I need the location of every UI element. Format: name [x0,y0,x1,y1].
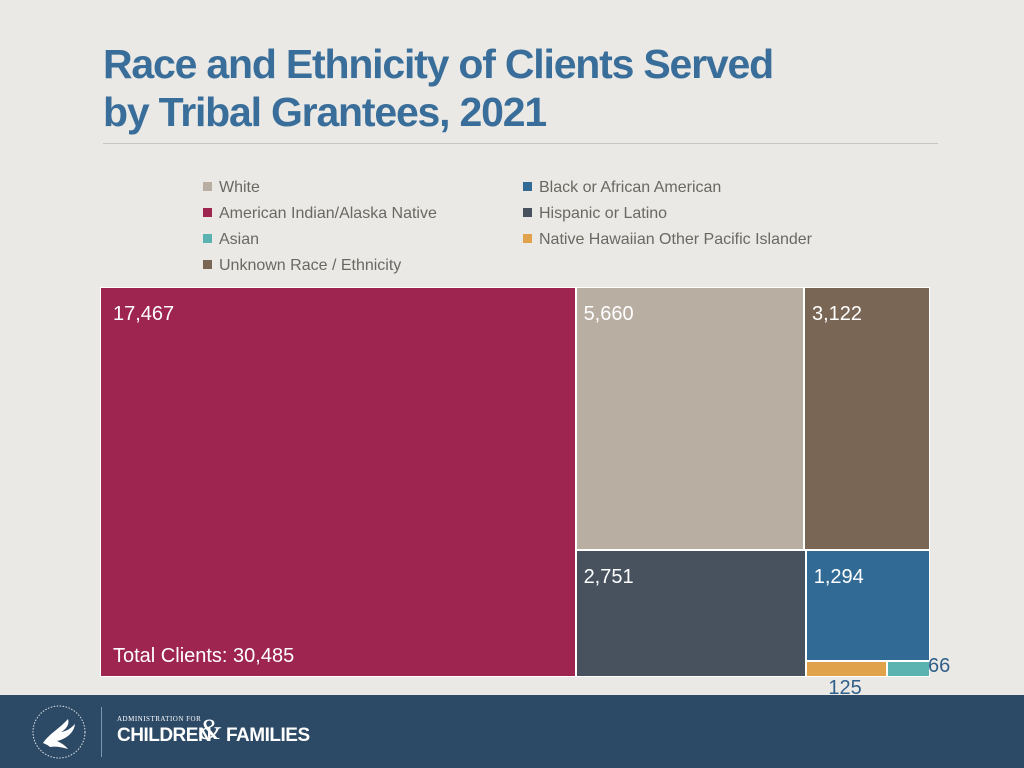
legend-item-black: Black or African American [523,178,721,198]
title-line-1: Race and Ethnicity of Clients Served [103,41,774,87]
legend-label: American Indian/Alaska Native [219,205,437,222]
treemap-value-label: 125 [828,676,862,699]
treemap-value-label: 66 [928,654,951,677]
legend-item-hispanic: Hispanic or Latino [523,204,667,224]
legend-label: Asian [219,231,260,248]
legend-item-asian: Asian [203,230,259,250]
treemap-value-label: 3,122 [811,303,863,325]
legend-swatch [203,182,212,191]
title-divider [103,143,938,144]
total-clients-label: Total Clients: 30,485 [113,645,295,667]
legend-swatch [523,234,532,243]
title-line-2: by Tribal Grantees, 2021 [103,89,547,135]
legend-label: White [219,179,260,196]
legend-swatch [203,208,212,217]
treemap-cell-hispanic-or-latino [575,550,806,677]
treemap-value-label: 5,660 [583,303,634,325]
legend-label: Black or African American [539,179,722,196]
treemap-cell-native-hawaiian-other-pacific-islander [805,660,888,677]
legend-item-native-hawaiian: Native Hawaiian Other Pacific Islander [523,230,812,250]
legend-swatch [523,182,532,191]
legend-swatch [523,208,532,217]
legend-item-american-indian: American Indian/Alaska Native [203,204,437,224]
acf-logo-children: CHILDREN [117,725,212,746]
treemap-value-label: 17,467 [113,303,175,325]
treemap-value-label: 2,751 [583,566,634,589]
treemap-chart: 17,467 5,660 3,122 2,751 1,294 [100,287,930,677]
acf-logo-families: FAMILIES [226,725,310,746]
treemap-cell-asian [887,660,930,677]
treemap-value-label: 1,294 [813,566,864,589]
treemap-cell-white [575,287,804,551]
legend-label: Unknown Race / Ethnicity [219,257,402,274]
legend-item-white: White [203,178,260,198]
acf-logo-ampersand: & [198,713,222,746]
legend-item-unknown: Unknown Race / Ethnicity [203,256,401,276]
legend-label: Hispanic or Latino [539,205,668,222]
acf-logo-top-text: ADMINISTRATION FOR [117,715,202,723]
treemap-cell-unknown-race-ethnicity [803,287,930,551]
footer-divider [101,707,102,757]
chart-legend: White Black or African American American… [203,178,943,282]
legend-swatch [203,260,212,269]
hhs-eagle-seal-icon [32,705,86,759]
treemap-cell-american-indian-alaska-native [100,287,576,677]
legend-label: Native Hawaiian Other Pacific Islander [539,231,813,248]
acf-logo: ADMINISTRATION FOR CHILDREN & FAMILIES [117,715,317,751]
footer-bar: ADMINISTRATION FOR CHILDREN & FAMILIES [0,695,1024,768]
treemap-cell-black-or-african-american [805,550,930,661]
page-title: Race and Ethnicity of Clients Served by … [103,40,923,136]
legend-swatch [203,234,212,243]
